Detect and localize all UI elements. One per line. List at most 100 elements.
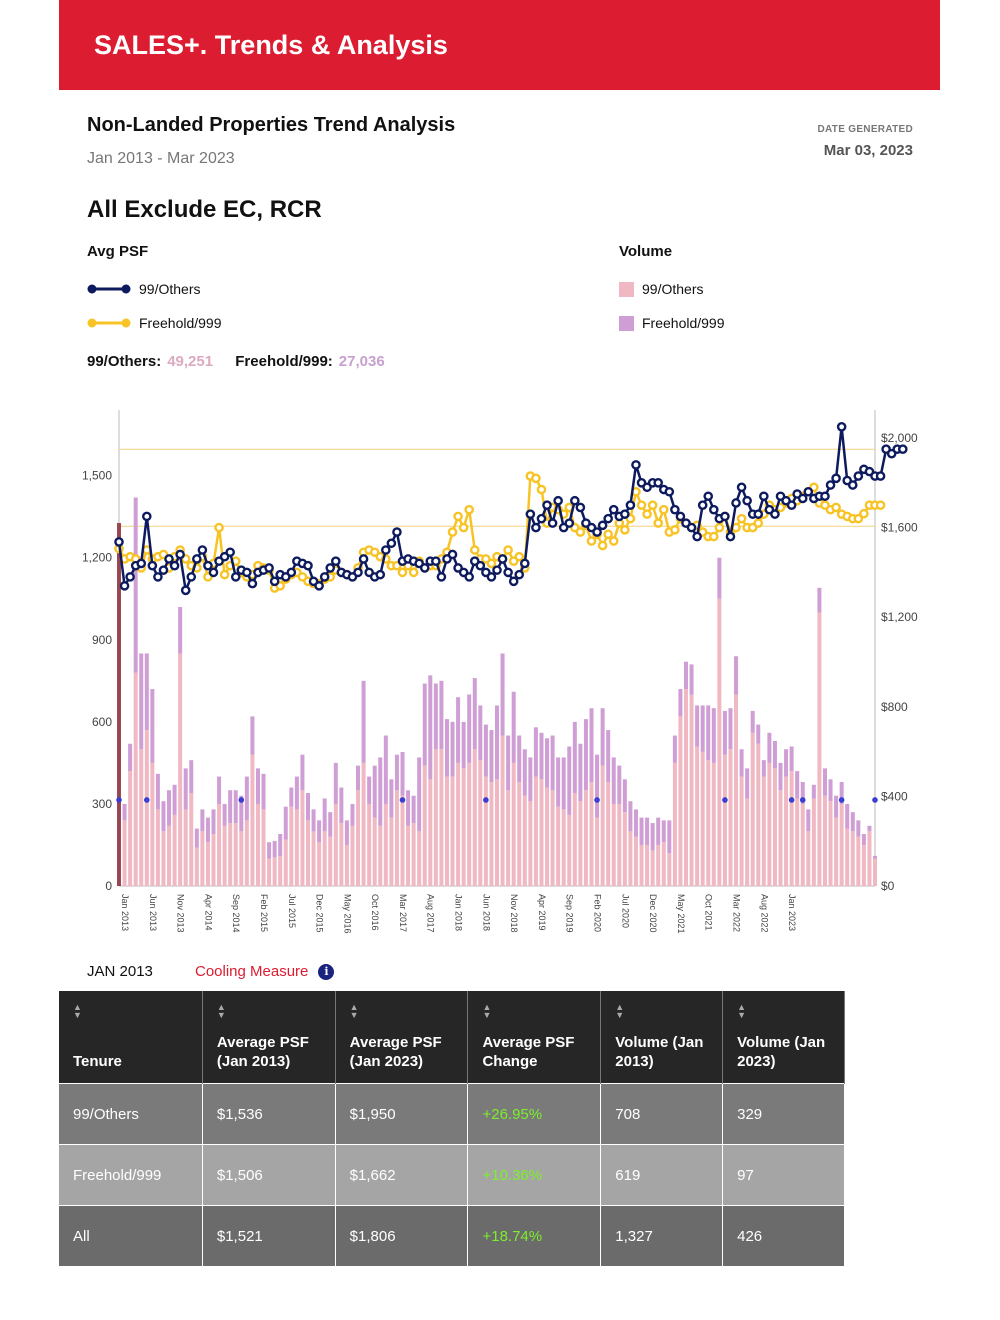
bar-freehold-999	[128, 743, 133, 772]
psf-freehold-999-point	[642, 509, 652, 519]
cooling-measure-marker	[788, 797, 795, 803]
psf-99-others-point	[836, 421, 847, 432]
bar-freehold-999	[611, 757, 616, 804]
bar-freehold-999	[500, 653, 505, 736]
psf-99-others-point	[697, 500, 708, 510]
cell-psf-change: +18.74%	[467, 1205, 602, 1266]
bar-99-others	[589, 782, 594, 886]
legend-label: 99/Others	[642, 281, 704, 297]
bar-freehold-999	[872, 855, 878, 859]
column-header-psf-start[interactable]: ▲ ▼ Average PSF (Jan 2013)	[202, 991, 336, 1084]
cell-volume-start: 619	[600, 1144, 724, 1206]
psf-freehold-999-point	[603, 529, 613, 540]
column-header-volume-start[interactable]: ▲ ▼ Volume (Jan 2013)	[600, 991, 724, 1084]
legend-psf-freehold[interactable]: Freehold/999	[87, 315, 222, 331]
bar-freehold-999	[628, 801, 633, 832]
psf-99-others-point	[564, 518, 575, 528]
legend-psf-99-others[interactable]: 99/Others	[87, 281, 200, 297]
bar-99-others	[383, 803, 388, 886]
psf-99-others-point	[620, 509, 630, 519]
sort-icon[interactable]: ▲ ▼	[349, 1002, 359, 1020]
bar-freehold-999	[756, 724, 761, 744]
report-title: Non-Landed Properties Trend Analysis	[87, 114, 456, 136]
bar-99-others	[205, 842, 210, 886]
psf-99-others-point	[797, 493, 808, 504]
bar-freehold-999	[850, 812, 855, 832]
bar-99-others	[305, 820, 311, 886]
sort-icon[interactable]: ▲ ▼	[482, 1002, 492, 1020]
avg-psf-legend-title: Avg PSF	[87, 243, 149, 260]
legend-volume-freehold[interactable]: Freehold/999	[619, 315, 725, 331]
psf-freehold-999-point	[536, 484, 547, 495]
bar-99-others	[578, 801, 583, 886]
cell-psf-start: $1,536	[202, 1083, 336, 1145]
psf-freehold-999-point	[453, 511, 463, 522]
sort-icon[interactable]: ▲ ▼	[73, 1002, 82, 1020]
bar-99-others	[122, 820, 127, 886]
cell-psf-end: $1,806	[335, 1205, 469, 1266]
bar-99-others	[456, 762, 461, 886]
volume-legend-title: Volume	[619, 243, 673, 260]
column-header-tenure[interactable]: ▲ ▼ Tenure	[59, 991, 203, 1084]
bar-freehold-999	[367, 776, 372, 804]
bar-freehold-999	[428, 675, 433, 780]
bar-freehold-999	[667, 820, 672, 854]
x-axis-tick-label: Jan 2018	[454, 894, 464, 931]
x-axis-tick-label: Feb 2015	[259, 894, 269, 932]
psf-99-others-point	[192, 554, 202, 564]
bar-99-others	[817, 612, 822, 886]
bar-freehold-999	[200, 809, 205, 832]
column-header-psf-change[interactable]: ▲ ▼ Average PSF Change	[467, 991, 602, 1084]
sort-icon[interactable]: ▲ ▼	[216, 1002, 226, 1020]
psf-99-others-point	[247, 578, 258, 589]
bar-freehold-999	[661, 820, 666, 843]
bar-99-others	[433, 749, 438, 886]
bar-99-others	[600, 765, 605, 886]
bar-freehold-999	[856, 820, 861, 837]
cell-psf-start: $1,506	[202, 1144, 336, 1206]
table-row[interactable]: 99/Others $1,536 $1,950 +26.95% 708 329	[59, 1083, 845, 1145]
bar-99-others	[317, 842, 322, 886]
psf-freehold-999-point	[853, 513, 864, 524]
psf-99-others-point	[608, 504, 619, 515]
info-icon[interactable]: i	[318, 963, 335, 980]
psf-freehold-999-point	[503, 545, 513, 555]
table-row[interactable]: Freehold/999 $1,506 $1,662 +10.36% 619 9…	[59, 1144, 845, 1206]
psf-99-others-point	[225, 547, 235, 558]
bar-99-others	[695, 746, 700, 886]
bar-freehold-999	[333, 762, 338, 804]
bar-99-others	[428, 779, 433, 886]
bar-99-others	[506, 790, 511, 886]
x-axis-tick-label: Oct 2021	[704, 894, 714, 931]
bar-freehold-999	[267, 842, 272, 859]
psf-99-others-point	[825, 480, 836, 490]
bar-99-others	[339, 823, 344, 886]
legend-volume-99-others[interactable]: 99/Others	[619, 281, 703, 297]
left-axis-tick-label: 300	[92, 797, 112, 811]
table-row[interactable]: All $1,521 $1,806 +18.74% 1,327 426	[59, 1205, 845, 1266]
bar-99-others	[300, 790, 305, 886]
bar-99-others	[656, 844, 661, 886]
bar-99-others	[861, 844, 866, 886]
bar-freehold-999	[356, 765, 361, 791]
volume-totals: 99/Others: 49,251 Freehold/999: 27,036	[87, 353, 385, 370]
total-label-99-others: 99/Others:	[87, 353, 162, 370]
sort-icon[interactable]: ▲ ▼	[737, 1002, 747, 1020]
cooling-measure-link[interactable]: Cooling Measure i	[195, 963, 335, 980]
bar-99-others	[745, 798, 750, 886]
bar-freehold-999	[522, 749, 527, 796]
bar-99-others	[494, 779, 500, 886]
cooling-measure-marker	[399, 797, 406, 803]
bar-freehold-999	[461, 721, 466, 769]
psf-99-others-point	[753, 509, 764, 519]
column-header-psf-end[interactable]: ▲ ▼ Average PSF (Jan 2023)	[335, 991, 469, 1084]
bar-freehold-999	[650, 823, 655, 851]
bar-99-others	[444, 776, 449, 886]
sort-icon[interactable]: ▲ ▼	[615, 1002, 625, 1020]
bar-99-others	[583, 790, 588, 886]
bar-freehold-999	[439, 680, 444, 750]
column-header-volume-end[interactable]: ▲ ▼ Volume (Jan 2023)	[722, 991, 845, 1084]
bar-freehold-999	[300, 754, 305, 791]
bar-freehold-999	[722, 710, 727, 755]
bar-99-others	[867, 831, 872, 886]
